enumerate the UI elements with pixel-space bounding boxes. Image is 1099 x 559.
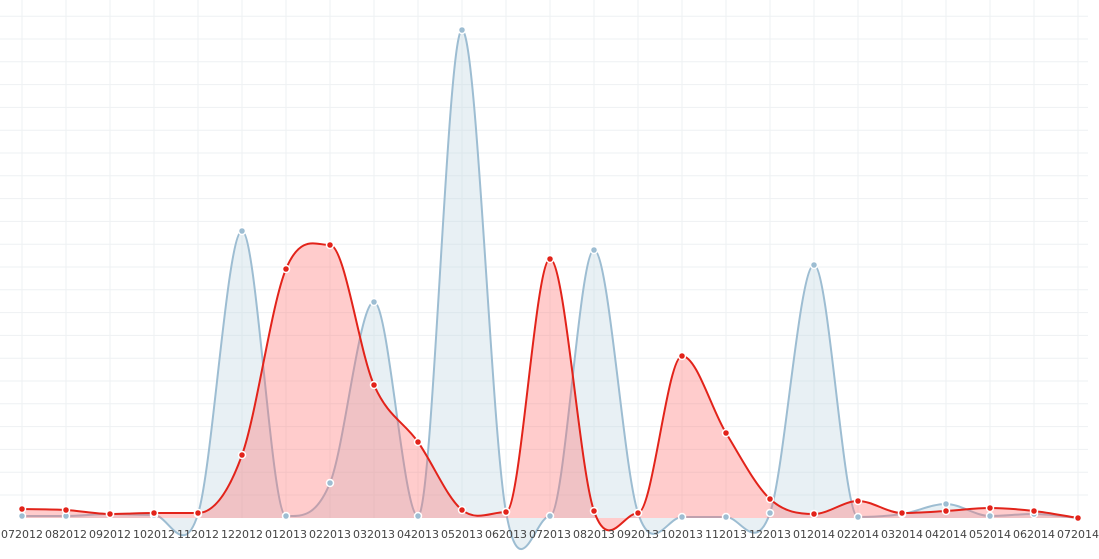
x-tick-label: 042014 — [925, 528, 967, 541]
point — [941, 506, 951, 516]
point — [677, 512, 687, 522]
area — [22, 30, 1078, 550]
x-tick-label: 062013 — [485, 528, 527, 541]
x-tick-label: 052014 — [969, 528, 1011, 541]
x-tick-label: 072012 — [1, 528, 43, 541]
point — [677, 351, 687, 361]
area — [22, 243, 1078, 531]
point — [193, 508, 203, 518]
x-tick-label: 072014 — [1057, 528, 1099, 541]
x-tick-label: 082012 — [45, 528, 87, 541]
x-tick-label: 082013 — [573, 528, 615, 541]
point — [633, 508, 643, 518]
x-tick-label: 112013 — [705, 528, 747, 541]
x-tick-label: 032014 — [881, 528, 923, 541]
point — [853, 496, 863, 506]
x-tick-label: 052013 — [441, 528, 483, 541]
point — [369, 297, 379, 307]
point — [809, 260, 819, 270]
x-tick-label: 122012 — [221, 528, 263, 541]
point — [501, 507, 511, 517]
point — [325, 478, 335, 488]
x-tick-label: 012013 — [265, 528, 307, 541]
x-tick-label: 022013 — [309, 528, 351, 541]
point — [149, 508, 159, 518]
point — [61, 505, 71, 515]
point — [1073, 513, 1083, 523]
point — [721, 428, 731, 438]
point — [589, 245, 599, 255]
point — [325, 240, 335, 250]
x-tick-label: 072013 — [529, 528, 571, 541]
point — [985, 503, 995, 513]
point — [237, 226, 247, 236]
x-tick-label: 092013 — [617, 528, 659, 541]
point — [721, 512, 731, 522]
point — [765, 508, 775, 518]
point — [105, 509, 115, 519]
x-tick-label: 102013 — [661, 528, 703, 541]
x-tick-label: 012014 — [793, 528, 835, 541]
x-tick-label: 122013 — [749, 528, 791, 541]
point — [281, 511, 291, 521]
point — [457, 25, 467, 35]
x-tick-label: 102012 — [133, 528, 175, 541]
point — [765, 494, 775, 504]
point — [413, 511, 423, 521]
point — [369, 380, 379, 390]
point — [237, 450, 247, 460]
point — [941, 499, 951, 509]
point — [985, 511, 995, 521]
x-tick-label: 042013 — [397, 528, 439, 541]
point — [545, 511, 555, 521]
x-tick-label: 092012 — [89, 528, 131, 541]
x-tick-label: 022014 — [837, 528, 879, 541]
x-tick-label: 062014 — [1013, 528, 1055, 541]
point — [853, 512, 863, 522]
point — [17, 511, 27, 521]
point — [897, 508, 907, 518]
point — [1029, 506, 1039, 516]
point — [809, 509, 819, 519]
point — [545, 254, 555, 264]
x-tick-label: 032013 — [353, 528, 395, 541]
point — [457, 505, 467, 515]
point — [589, 506, 599, 516]
point — [413, 437, 423, 447]
x-tick-label: 112012 — [177, 528, 219, 541]
point — [17, 504, 27, 514]
point — [281, 264, 291, 274]
